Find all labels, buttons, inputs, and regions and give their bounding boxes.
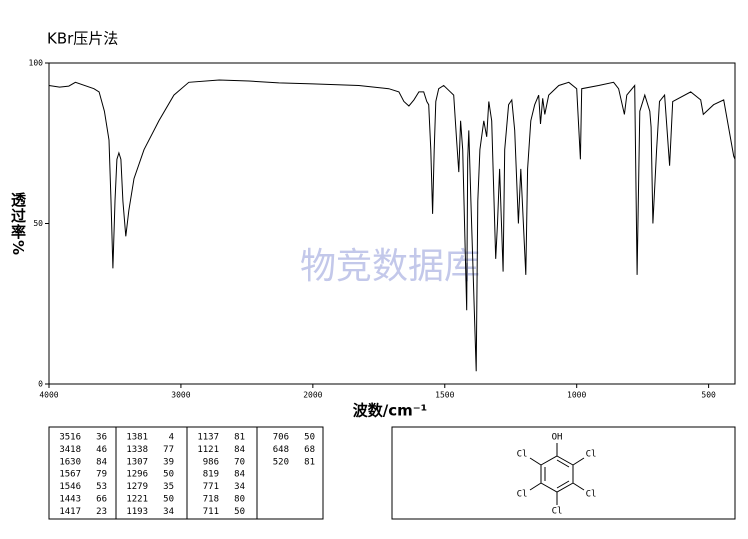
- y-tick-label: 0: [38, 380, 43, 389]
- peak-transmittance: 79: [96, 470, 107, 480]
- substituent: Cl: [517, 490, 528, 500]
- peak-transmittance: 68: [304, 445, 315, 455]
- peak-transmittance: 80: [234, 495, 245, 505]
- peak-transmittance: 50: [234, 507, 245, 517]
- peak-transmittance: 50: [163, 495, 174, 505]
- substituent: Cl: [517, 450, 528, 460]
- peak-wavenumber: 1193: [126, 507, 148, 517]
- peak-transmittance: 53: [96, 482, 107, 492]
- structure-frame: [391, 426, 736, 520]
- x-tick-label: 1000: [567, 391, 586, 400]
- peak-wavenumber: 1338: [126, 445, 148, 455]
- peak-transmittance: 50: [163, 470, 174, 480]
- peak-wavenumber: 1443: [59, 495, 81, 505]
- peak-wavenumber: 1296: [126, 470, 148, 480]
- peak-transmittance: 81: [234, 433, 245, 443]
- peak-transmittance: 84: [234, 445, 245, 455]
- peak-wavenumber: 520: [273, 457, 289, 467]
- peak-wavenumber: 1121: [197, 445, 219, 455]
- peak-transmittance: 34: [234, 482, 245, 492]
- peak-transmittance: 35: [163, 482, 174, 492]
- peak-wavenumber: 1381: [126, 433, 148, 443]
- peak-wavenumber: 986: [203, 457, 219, 467]
- peak-transmittance: 23: [96, 507, 107, 517]
- substituent: Cl: [586, 490, 597, 500]
- peak-transmittance: 36: [96, 433, 107, 443]
- x-tick-label: 4000: [39, 391, 58, 400]
- peak-transmittance: 70: [234, 457, 245, 467]
- peak-transmittance: 46: [96, 445, 107, 455]
- peak-transmittance: 81: [304, 457, 315, 467]
- y-tick-label: 50: [33, 219, 43, 228]
- x-tick-label: 3000: [171, 391, 190, 400]
- y-tick-label: 100: [29, 59, 44, 68]
- x-tick-label: 1500: [435, 391, 454, 400]
- chart-title: KBr压片法: [47, 30, 118, 48]
- peak-wavenumber: 3418: [59, 445, 81, 455]
- table-frame: [48, 426, 324, 520]
- peak-wavenumber: 711: [203, 507, 219, 517]
- peak-transmittance: 4: [169, 433, 174, 443]
- peak-wavenumber: 1137: [197, 433, 219, 443]
- peak-wavenumber: 648: [273, 445, 289, 455]
- peak-transmittance: 84: [96, 457, 107, 467]
- substituent: OH: [552, 433, 563, 443]
- x-tick-label: 500: [701, 391, 716, 400]
- peak-transmittance: 39: [163, 457, 174, 467]
- peak-wavenumber: 771: [203, 482, 219, 492]
- peak-wavenumber: 1307: [126, 457, 148, 467]
- peak-wavenumber: 3516: [59, 433, 81, 443]
- peak-wavenumber: 1417: [59, 507, 81, 517]
- substituent: Cl: [552, 507, 563, 517]
- peak-transmittance: 50: [304, 433, 315, 443]
- peak-wavenumber: 1567: [59, 470, 81, 480]
- plot-frame: [48, 62, 736, 385]
- peak-transmittance: 66: [96, 495, 107, 505]
- spectrum-line: [48, 79, 736, 372]
- watermark: 物竞数据库: [300, 246, 480, 287]
- peak-wavenumber: 706: [273, 433, 289, 443]
- peak-transmittance: 84: [234, 470, 245, 480]
- peak-wavenumber: 1279: [126, 482, 148, 492]
- x-axis-label: 波数/cm⁻¹: [353, 402, 428, 420]
- peak-wavenumber: 718: [203, 495, 219, 505]
- substituent: Cl: [586, 450, 597, 460]
- peak-wavenumber: 1546: [59, 482, 81, 492]
- peak-transmittance: 77: [163, 445, 174, 455]
- peak-wavenumber: 1221: [126, 495, 148, 505]
- peak-wavenumber: 1630: [59, 457, 81, 467]
- x-tick-label: 2000: [303, 391, 322, 400]
- peak-wavenumber: 819: [203, 470, 219, 480]
- y-axis-label: 透过率%: [9, 192, 27, 257]
- peak-transmittance: 34: [163, 507, 174, 517]
- benzene-ring: [529, 443, 585, 505]
